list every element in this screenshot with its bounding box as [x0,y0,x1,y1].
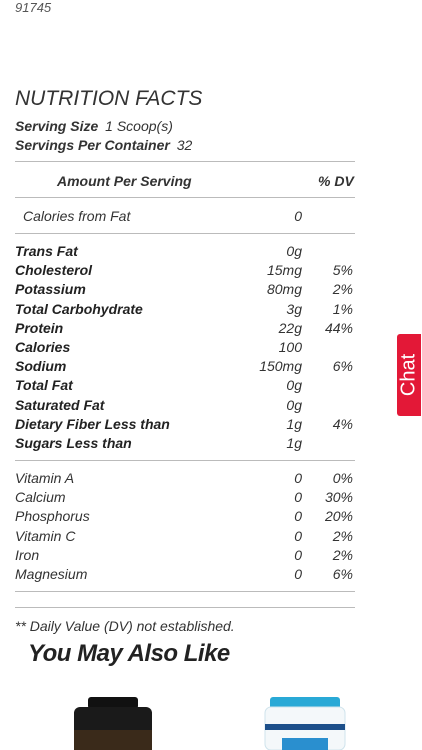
name: Calcium [15,489,66,506]
chat-button[interactable]: Chat [397,334,421,416]
vitamin-row: Phosphorus 0 20% [15,508,355,527]
sku: 91745 [15,0,52,15]
dv: 2% [332,546,353,563]
product-lid [270,697,340,709]
nutrient-row: Sodium 150mg 6% [15,358,355,377]
name: Sugars Less than [15,435,132,451]
name: Calories from Fat [23,208,131,224]
name: Total Fat [15,377,73,394]
product-images [74,697,346,750]
nutrient-row: Saturated Fat 0g [15,397,355,416]
vitamin-row: Calcium 0 30% [15,489,355,508]
name: Total Carbohydrate [15,300,143,317]
recommendations-title: You May Also Like [28,640,230,667]
amount: 80mg [266,281,302,298]
dv-header: % DV [318,173,354,189]
dv: 5% [332,262,353,279]
name: Vitamin A [15,470,75,486]
nutrient-row: Calories 100 [15,339,355,358]
divider [15,607,355,608]
amount: 0 [294,566,302,582]
amount: 0g [286,243,302,259]
product-lid [88,697,138,709]
vitamin-row: Vitamin C 0 2% [15,528,355,547]
name: Magnesium [15,566,88,582]
divider [15,197,355,198]
title: NUTRITION FACTS [15,87,203,110]
product-label [74,730,152,750]
vitamin-row: Iron 0 2% [15,547,355,566]
amount: 0 [294,508,302,525]
nutrient-row: Sugars Less than 1g [15,435,355,454]
product-band [265,724,345,730]
nutrient-row: Protein 22g 44% [15,320,355,339]
calories-from-fat-row: Calories from Fat 0 [15,208,355,227]
dv: 30% [324,489,353,506]
name: Cholesterol [15,262,93,279]
product-logo [282,738,328,750]
vitamin-row: Vitamin A 0 0% [15,470,355,489]
label: Serving Size [15,118,99,134]
nutrient-row: Cholesterol 15mg 5% [15,262,355,281]
amount: 3g [286,300,302,317]
nutrient-row: Total Carbohydrate 3g 1% [15,301,355,320]
dv: 6% [332,358,353,375]
amount: 100 [278,339,302,355]
footnote: ** Daily Value (DV) not established. [15,618,235,634]
name: Iron [15,546,40,563]
name: Sodium [15,358,67,375]
name: Vitamin C [15,527,76,544]
value: 32 [176,137,193,153]
name: Protein [15,319,64,336]
name: Calories [15,339,71,355]
amount: 150mg [259,358,302,375]
label: Servings Per Container [15,137,170,153]
amount: 0 [294,527,302,544]
name: Saturated Fat [15,396,105,413]
amount: 0 [294,470,302,486]
divider [15,161,355,162]
servings-per-container: Servings Per Container 32 [15,137,192,153]
amount: 0g [286,377,302,394]
serving-size: Serving Size 1 Scoop(s) [15,118,173,134]
amount: 1g [286,435,302,451]
value: 1 Scoop(s) [105,118,173,134]
divider [15,591,355,592]
dv: 20% [324,508,353,525]
nutrient-row: Total Fat 0g [15,377,355,396]
name: Potassium [15,281,86,298]
amount: 22g [278,319,302,336]
dv: 2% [332,281,353,298]
chat-label: Chat [397,353,420,397]
nutrient-row: Trans Fat 0g [15,243,355,262]
name: Phosphorus [15,508,90,525]
name: Trans Fat [15,243,78,259]
vitamin-row: Magnesium 0 6% [15,566,355,585]
dv: 0% [332,470,353,486]
amount: 15mg [266,262,302,279]
nutrient-row: Potassium 80mg 2% [15,281,355,300]
amount: 1g [286,415,302,432]
amount: 0 [294,489,302,506]
amount-header: Amount Per Serving [57,173,192,189]
divider [15,233,355,234]
amount: 0 [294,546,302,563]
divider [15,460,355,461]
amount: 0g [286,396,302,413]
dv: 4% [332,415,353,432]
name: Dietary Fiber Less than [15,415,170,432]
dv: 44% [324,319,353,336]
nutrient-row: Dietary Fiber Less than 1g 4% [15,416,355,435]
dv: 1% [332,300,353,317]
dv: 2% [332,527,353,544]
dv: 6% [332,566,353,582]
amount: 0 [294,208,302,224]
